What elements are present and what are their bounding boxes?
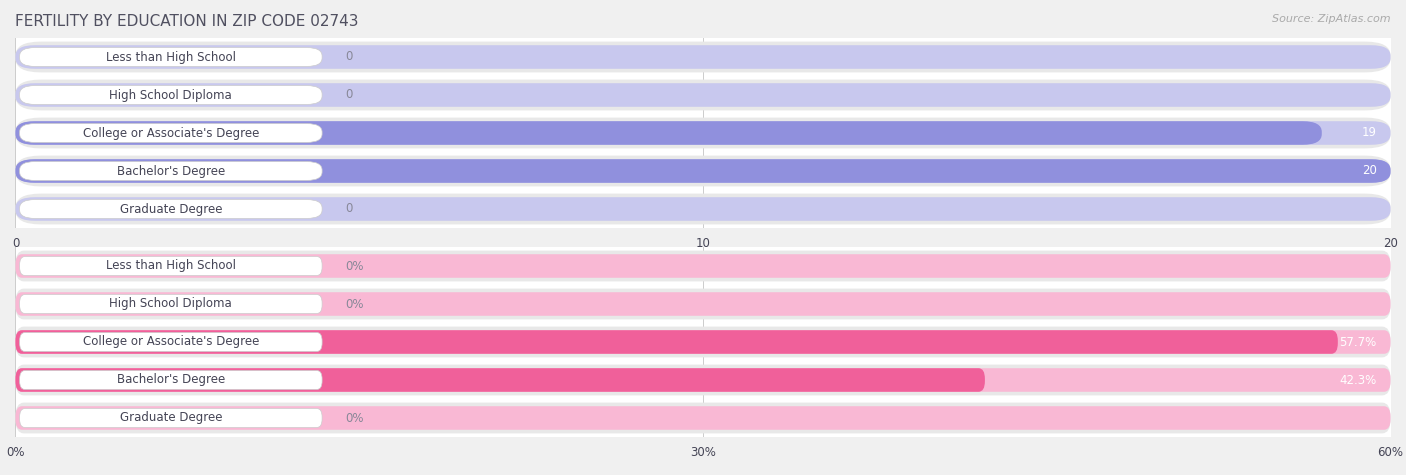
Text: Bachelor's Degree: Bachelor's Degree [117,373,225,387]
Text: 20: 20 [1362,164,1376,178]
FancyBboxPatch shape [15,330,1339,354]
Text: 0: 0 [346,50,353,64]
FancyBboxPatch shape [20,124,322,142]
FancyBboxPatch shape [15,403,1391,433]
FancyBboxPatch shape [20,48,322,66]
Text: Graduate Degree: Graduate Degree [120,202,222,216]
FancyBboxPatch shape [20,256,322,275]
FancyBboxPatch shape [15,80,1391,110]
FancyBboxPatch shape [15,406,1391,430]
FancyBboxPatch shape [15,289,1391,319]
Text: 0%: 0% [346,411,364,425]
FancyBboxPatch shape [20,200,322,219]
Text: High School Diploma: High School Diploma [110,88,232,102]
FancyBboxPatch shape [15,368,1391,392]
Text: Bachelor's Degree: Bachelor's Degree [117,164,225,178]
Text: 0: 0 [346,202,353,216]
FancyBboxPatch shape [20,370,322,389]
Text: 0%: 0% [346,297,364,311]
Text: FERTILITY BY EDUCATION IN ZIP CODE 02743: FERTILITY BY EDUCATION IN ZIP CODE 02743 [15,14,359,29]
FancyBboxPatch shape [20,86,322,104]
FancyBboxPatch shape [15,42,1391,72]
FancyBboxPatch shape [15,251,1391,281]
Text: Less than High School: Less than High School [105,259,236,273]
Text: College or Associate's Degree: College or Associate's Degree [83,335,259,349]
FancyBboxPatch shape [15,45,1391,69]
FancyBboxPatch shape [15,197,1391,221]
FancyBboxPatch shape [15,327,1391,357]
FancyBboxPatch shape [15,118,1391,148]
FancyBboxPatch shape [15,368,984,392]
FancyBboxPatch shape [20,332,322,352]
Text: Source: ZipAtlas.com: Source: ZipAtlas.com [1272,14,1391,24]
Text: High School Diploma: High School Diploma [110,297,232,311]
FancyBboxPatch shape [15,292,1391,316]
FancyBboxPatch shape [20,294,322,314]
FancyBboxPatch shape [15,121,1322,145]
FancyBboxPatch shape [20,408,322,428]
FancyBboxPatch shape [15,254,1391,278]
FancyBboxPatch shape [15,159,1391,183]
FancyBboxPatch shape [15,194,1391,224]
Text: Graduate Degree: Graduate Degree [120,411,222,425]
FancyBboxPatch shape [15,365,1391,395]
Text: College or Associate's Degree: College or Associate's Degree [83,126,259,140]
FancyBboxPatch shape [15,121,1391,145]
FancyBboxPatch shape [15,330,1391,354]
Text: 19: 19 [1362,126,1376,140]
FancyBboxPatch shape [15,159,1391,183]
FancyBboxPatch shape [15,156,1391,186]
FancyBboxPatch shape [20,162,322,180]
Text: 42.3%: 42.3% [1340,373,1376,387]
Text: 0%: 0% [346,259,364,273]
FancyBboxPatch shape [15,83,1391,107]
Text: 57.7%: 57.7% [1340,335,1376,349]
Text: 0: 0 [346,88,353,102]
Text: Less than High School: Less than High School [105,50,236,64]
